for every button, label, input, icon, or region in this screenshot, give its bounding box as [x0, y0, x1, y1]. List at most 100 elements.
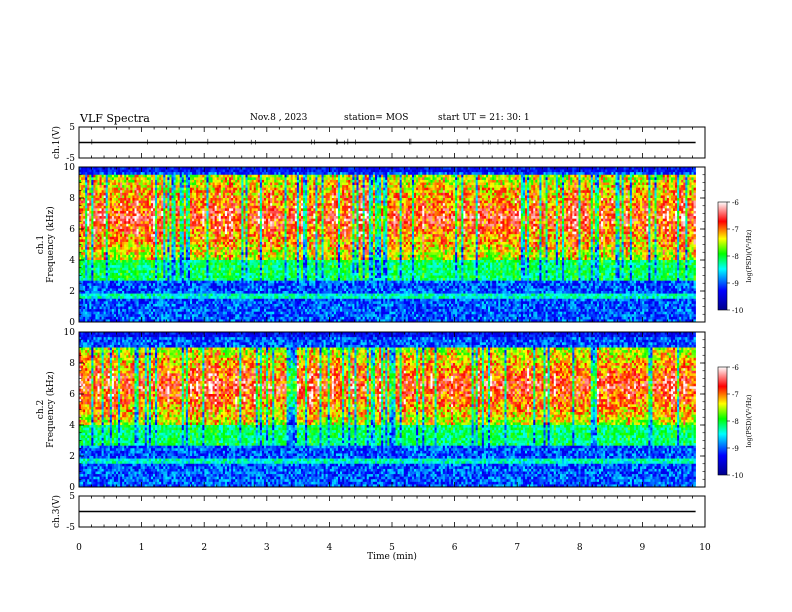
spectrogram-cell [93, 239, 96, 243]
spectrogram-cell [235, 167, 238, 170]
spectrogram-cell [187, 221, 191, 225]
spectrogram-cell [198, 234, 201, 238]
spectrogram-cell [165, 316, 168, 320]
spectrogram-cell [189, 239, 193, 243]
spectrogram-cell [116, 314, 119, 318]
spectrogram-cell [155, 293, 158, 297]
spectrogram-cell [138, 288, 141, 292]
spectrogram-cell [167, 265, 170, 269]
spectrogram-cell [206, 221, 209, 225]
spectrogram-cell [148, 239, 152, 243]
spectrogram-cell [189, 198, 193, 201]
spectrogram-cell [247, 306, 250, 310]
spectrogram-cell [136, 239, 139, 243]
spectrogram-cell [150, 223, 154, 227]
spectrogram-cell [210, 316, 213, 320]
spectrogram-cell [173, 190, 176, 194]
spectrogram-cell [113, 260, 117, 263]
spectrogram-cell [204, 311, 207, 315]
spectrogram-cell [212, 241, 215, 245]
spectrogram-cell [181, 241, 185, 245]
spectrogram-cell [79, 190, 82, 194]
spectrogram-cell [101, 177, 104, 181]
spectrogram-cell [181, 249, 185, 253]
spectrogram-cell [103, 234, 107, 238]
spectrogram-cell [239, 198, 242, 201]
spectrogram-cell [107, 200, 111, 204]
spectrogram-cell [169, 169, 172, 173]
spectrogram-cell [157, 296, 160, 300]
spectrogram-cell [237, 216, 240, 219]
spectrogram-cell [95, 187, 98, 191]
spectrogram-cell [220, 234, 224, 238]
spectrogram-cell [239, 169, 242, 173]
spectrogram-cell [150, 247, 154, 250]
spectrogram-cell [243, 234, 246, 238]
spectrogram-cell [132, 226, 135, 230]
spectrogram-cell [179, 301, 183, 305]
spectrogram-cell [105, 285, 109, 289]
spectrogram-cell [196, 254, 199, 258]
spectrogram-cell [152, 257, 156, 261]
spectrogram-cell [159, 208, 162, 212]
spectrogram-cell [231, 257, 234, 261]
spectrogram-cell [97, 200, 100, 204]
spectrogram-cell [116, 262, 119, 266]
spectrogram-cell [91, 198, 94, 201]
spectrogram-cell [210, 236, 213, 240]
spectrogram-cell [216, 247, 220, 250]
spectrogram-cell [136, 306, 139, 310]
spectrogram-cell [247, 257, 250, 261]
spectrogram-cell [138, 319, 141, 322]
spectrogram-cell [152, 169, 156, 173]
spectrogram-cell [179, 254, 183, 258]
spectrogram-cell [214, 226, 218, 230]
spectrogram-cell [187, 254, 191, 258]
spectrogram-cell [233, 216, 236, 219]
spectrogram-cell [237, 306, 240, 310]
spectrogram-cell [136, 260, 139, 263]
spectrogram-cell [83, 247, 86, 250]
spectrogram-cell [175, 198, 178, 201]
spectrogram-cell [216, 319, 220, 322]
spectrogram-cell [202, 234, 205, 238]
spectrogram-cell [165, 218, 168, 222]
spectrogram-cell [187, 301, 191, 305]
spectrogram-cell [183, 231, 187, 235]
spectrogram-cell [187, 203, 191, 207]
spectrogram-cell [165, 223, 168, 227]
spectrogram-cell [216, 187, 220, 191]
spectrogram-cell [212, 303, 215, 307]
spectrogram-cell [128, 187, 131, 191]
spectrogram-cell [150, 267, 154, 271]
spectrogram-cell [169, 234, 172, 238]
spectrogram-cell [169, 187, 172, 191]
spectrogram-cell [249, 167, 252, 170]
spectrogram-cell [198, 226, 201, 230]
spectrogram-cell [105, 265, 109, 269]
spectrogram-cell [124, 298, 127, 302]
spectrogram-cell [202, 309, 205, 312]
spectrogram-cell [144, 198, 148, 201]
spectrogram-cell [130, 296, 133, 300]
spectrogram-cell [239, 283, 242, 287]
spectrogram-cell [130, 167, 133, 170]
spectrogram-cell [163, 275, 166, 279]
spectrogram-cell [103, 182, 107, 186]
spectrogram-cell [167, 285, 170, 289]
spectrogram-cell [83, 192, 86, 196]
spectrogram-cell [132, 314, 135, 318]
spectrogram-cell [161, 314, 164, 318]
spectrogram-cell [235, 254, 238, 258]
spectrogram-cell [192, 254, 195, 258]
spectrogram-cell [179, 314, 183, 318]
spectrogram-cell [216, 213, 220, 217]
spectrogram-cell [171, 179, 174, 183]
spectrogram-cell [138, 298, 141, 302]
spectrogram-cell [161, 218, 164, 222]
spectrogram-cell [89, 200, 92, 204]
spectrogram-cell [118, 303, 121, 307]
spectrogram-cell [224, 311, 228, 315]
spectrogram-cell [105, 293, 109, 297]
spectrogram-cell [124, 283, 127, 287]
